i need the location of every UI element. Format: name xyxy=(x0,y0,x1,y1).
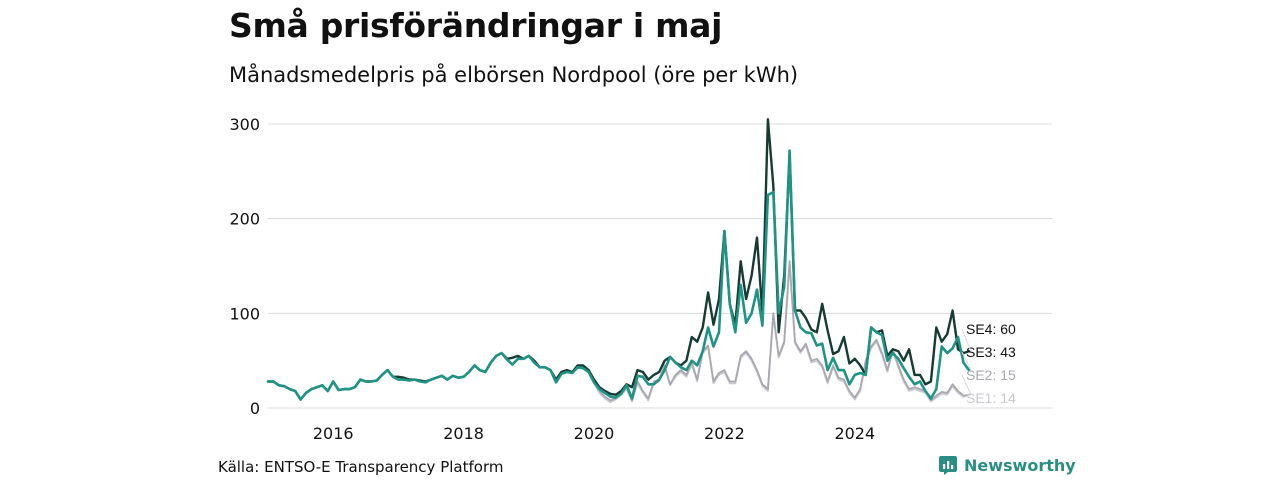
x-tick-label: 2018 xyxy=(443,424,484,443)
chart-title: Små prisförändringar i maj xyxy=(229,6,723,45)
leader-line-se3 xyxy=(961,351,972,371)
x-tick-label: 2020 xyxy=(574,424,615,443)
brand-name: Newsworthy xyxy=(964,455,1076,475)
series-line-se4 xyxy=(266,118,971,401)
end-label-se3: SE3: 43 xyxy=(966,344,1016,360)
line-chart: 0 100 200 300 2016 2018 2020 2022 2024 SE3: 43 SE4… xyxy=(229,115,1052,443)
end-label-se2: SE2: 15 xyxy=(966,367,1016,383)
x-tick-label: 2016 xyxy=(313,424,354,443)
leader-line-se1 xyxy=(961,394,972,399)
y-tick-label: 0 xyxy=(250,399,260,418)
x-tick-label: 2024 xyxy=(834,424,875,443)
source-note: Källa: ENTSO-E Transparency Platform xyxy=(218,458,504,476)
newsworthy-logo-icon xyxy=(939,456,957,475)
end-label-se4: SE4: 60 xyxy=(966,321,1016,337)
leader-line-se4 xyxy=(961,328,972,352)
chart-subtitle: Månadsmedelpris på elbörsen Nordpool (ör… xyxy=(229,63,799,87)
series-line-se3 xyxy=(266,149,971,401)
brand-logo: Newsworthy xyxy=(938,455,1076,475)
end-label-se1: SE1: 14 xyxy=(966,390,1016,406)
x-tick-label: 2022 xyxy=(704,424,745,443)
leader-line-se2 xyxy=(961,374,972,395)
y-tick-label: 200 xyxy=(229,210,260,229)
y-tick-label: 300 xyxy=(229,115,260,134)
series-line-se2 xyxy=(267,260,970,402)
y-tick-label: 100 xyxy=(229,304,260,323)
